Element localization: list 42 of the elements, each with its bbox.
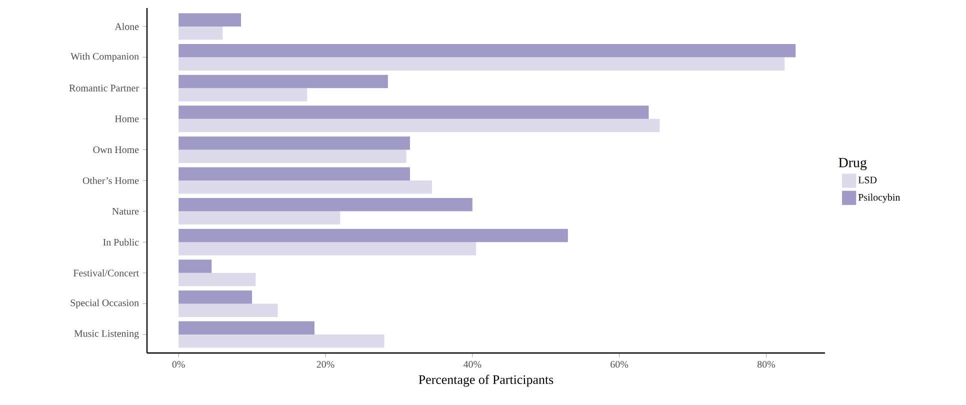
y-tick-label: Nature <box>112 208 139 215</box>
bar <box>178 242 476 256</box>
y-tick-label: In Public <box>103 238 139 246</box>
bar <box>178 74 388 88</box>
bar <box>178 260 212 273</box>
bar <box>178 321 314 335</box>
x-tick-label: 40% <box>463 360 482 368</box>
bar <box>178 118 660 132</box>
y-tick-label: Home <box>114 116 139 122</box>
y-tick-label: With Companion <box>70 52 139 62</box>
bar <box>178 150 406 163</box>
legend-label: LSD <box>858 176 877 184</box>
y-tick-label: Other’s Home <box>82 176 139 184</box>
bar <box>178 198 472 212</box>
bar <box>178 136 410 150</box>
bar <box>178 334 384 348</box>
bar <box>178 88 308 102</box>
bar <box>178 13 242 26</box>
bar <box>178 290 252 304</box>
x-axis-title: Percentage of Participants <box>418 374 554 387</box>
x-tick-label: 60% <box>610 360 628 368</box>
y-tick-label: Festival/Concert <box>73 269 139 276</box>
bar <box>178 304 278 317</box>
bar <box>178 272 256 286</box>
y-tick-label: Special Occasion <box>70 299 139 308</box>
y-tick-label: Alone <box>114 22 139 30</box>
bar <box>178 211 340 225</box>
x-tick-label: 0% <box>172 360 185 368</box>
bar <box>178 106 649 119</box>
y-tick-label: Romantic Partner <box>69 84 139 92</box>
y-tick-label: Music Listening <box>74 330 139 339</box>
bar <box>178 44 796 58</box>
bar <box>178 228 568 242</box>
bar <box>178 26 223 40</box>
x-tick-label: 20% <box>316 360 334 368</box>
legend-title: Drug <box>838 158 867 170</box>
bar <box>178 57 785 71</box>
bar <box>178 167 410 181</box>
y-tick-label: Own Home <box>93 146 139 154</box>
bar <box>178 180 432 194</box>
legend-label: Psilocybin <box>858 194 900 203</box>
x-tick-label: 80% <box>757 360 776 368</box>
